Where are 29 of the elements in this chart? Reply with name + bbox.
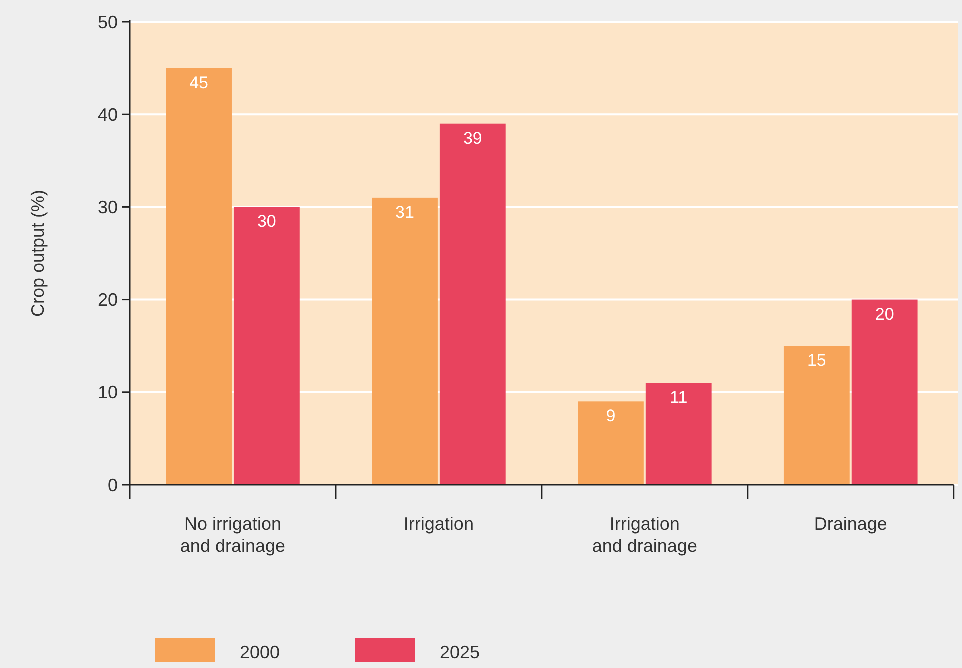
data-label: 15 — [807, 351, 826, 370]
y-tick-label: 0 — [108, 475, 118, 496]
y-axis-title: Crop output (%) — [28, 190, 48, 318]
y-tick-label: 50 — [98, 12, 118, 32]
y-tick-label: 30 — [98, 198, 118, 218]
legend-label: 2000 — [240, 642, 280, 662]
data-label: 9 — [606, 406, 616, 426]
bar — [852, 300, 918, 485]
x-tick-label: Irrigation and drainage — [592, 514, 698, 556]
x-tick-label: Irrigation — [404, 514, 474, 534]
data-label: 31 — [396, 202, 414, 222]
data-label: 11 — [670, 388, 688, 408]
bar — [784, 346, 850, 485]
bar — [578, 402, 644, 485]
bar — [234, 207, 300, 485]
y-tick-label: 40 — [98, 104, 118, 125]
data-label: 20 — [875, 304, 894, 324]
y-tick-label: 20 — [98, 290, 118, 310]
legend-label: 2025 — [440, 642, 480, 662]
bar — [372, 198, 438, 485]
data-label: 45 — [190, 73, 208, 92]
x-tick-label: No irrigation and drainage — [180, 514, 286, 556]
data-label: 30 — [257, 212, 276, 232]
bar — [440, 124, 506, 485]
bar — [166, 68, 232, 485]
data-label: 39 — [463, 128, 482, 148]
x-tick-label: Drainage — [814, 514, 888, 534]
y-tick-label: 10 — [98, 382, 118, 403]
bar — [646, 383, 712, 485]
